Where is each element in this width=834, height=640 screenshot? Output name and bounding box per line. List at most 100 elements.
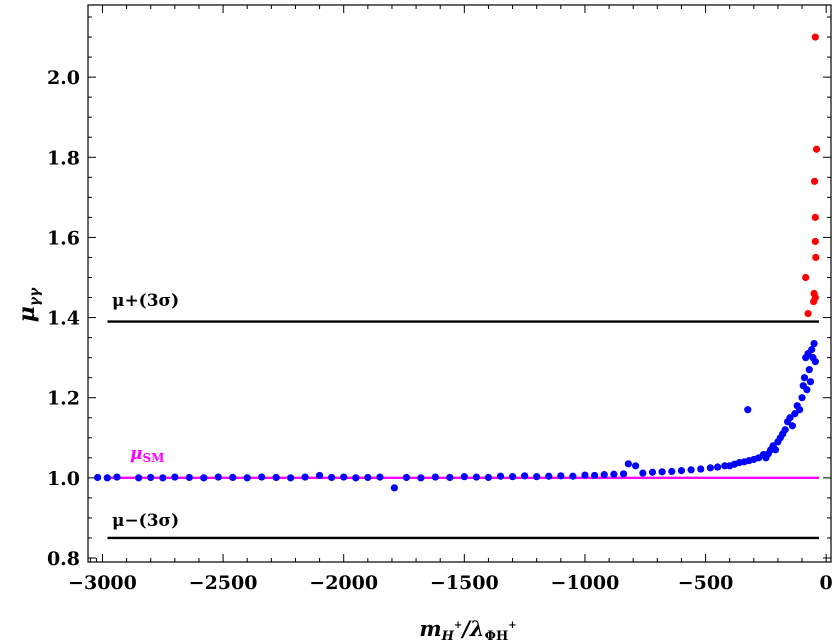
blue-data-point (390, 484, 398, 492)
ref-label-upper: μ+(3σ) (112, 291, 179, 311)
blue-data-point (619, 470, 628, 478)
blue-data-point (200, 474, 208, 482)
red-data-point (812, 253, 820, 262)
blue-data-point (243, 474, 251, 482)
y-tick-label: 1.8 (47, 147, 80, 169)
blue-data-point (135, 474, 143, 482)
blue-data-point (581, 471, 589, 479)
blue-data-point (113, 473, 121, 481)
blue-data-point (714, 463, 722, 471)
blue-data-point (806, 378, 815, 386)
blue-data-point (315, 471, 324, 480)
blue-data-point (94, 473, 102, 482)
reference-lines (107, 320, 819, 540)
blue-data-point (272, 473, 280, 482)
blue-data-point (791, 410, 799, 418)
blue-data-point (706, 464, 714, 472)
red-data-point (804, 309, 812, 318)
blue-data-point (796, 406, 804, 414)
blue-data-point (788, 422, 797, 430)
red-data-point (810, 177, 819, 185)
blue-data-point (800, 374, 809, 382)
y-tick-label: 1.0 (47, 468, 80, 490)
x-tick-label: −1500 (430, 572, 499, 594)
blue-data-point (697, 465, 705, 473)
x-tick-label: −2500 (189, 572, 258, 594)
blue-data-point (557, 472, 565, 480)
blue-data-point (171, 473, 179, 481)
blue-data-point (658, 468, 666, 476)
blue-data-point (287, 474, 295, 482)
blue-data-point (545, 472, 553, 480)
blue-data-point (229, 473, 237, 482)
y-tick-label: 1.2 (47, 388, 80, 410)
blue-data-point (258, 473, 266, 481)
y-tick-label: 2.0 (47, 67, 80, 89)
blue-data-point (771, 446, 780, 454)
x-tick-label: −3000 (68, 572, 137, 594)
blue-data-point (781, 426, 789, 434)
blue-data-point (103, 474, 111, 482)
y-tick-label: 0.8 (47, 548, 80, 570)
blue-data-point (533, 473, 541, 481)
red-data-point (810, 297, 818, 306)
data-points (94, 33, 821, 492)
blue-data-point (632, 462, 640, 470)
blue-data-point (521, 472, 529, 480)
blue-data-point (446, 473, 454, 482)
plot-frame (87, 4, 832, 563)
ref-label-lower: μ−(3σ) (112, 511, 179, 531)
blue-data-point (417, 474, 425, 482)
blue-data-point (460, 473, 468, 481)
blue-data-point (811, 358, 819, 366)
blue-data-point (496, 472, 505, 480)
blue-data-point (364, 473, 372, 482)
blue-data-point (328, 473, 336, 482)
blue-data-point (340, 473, 348, 481)
y-tick-label: 1.6 (47, 227, 80, 249)
red-data-point (811, 237, 819, 246)
blue-data-point (590, 471, 599, 480)
blue-data-point (677, 467, 686, 475)
blue-data-point (484, 473, 493, 482)
blue-data-point (648, 468, 657, 476)
blue-data-point (803, 386, 811, 394)
x-tick-label: −2000 (309, 572, 378, 594)
blue-data-point (472, 473, 480, 481)
axis-ticks: −3000 −2500 −2000 −1500 −1000 −500 0 0.8 1.0 1.2 1… (47, 5, 833, 594)
blue-data-point (600, 471, 608, 479)
blue-data-point (508, 473, 517, 481)
y-tick-label: 1.4 (47, 308, 80, 330)
blue-data-point (185, 473, 193, 482)
blue-data-point (639, 469, 647, 477)
blue-data-point (214, 473, 222, 481)
blue-data-point (610, 470, 618, 478)
blue-data-point (159, 474, 167, 482)
blue-data-point (376, 473, 384, 481)
blue-data-point (402, 473, 411, 482)
blue-data-point (668, 467, 676, 476)
blue-data-point (805, 366, 813, 374)
red-data-point (811, 213, 819, 221)
y-axis-title: μγγ (14, 287, 43, 322)
x-tick-label: −1000 (551, 572, 620, 594)
blue-data-point (352, 474, 360, 482)
red-data-point (802, 273, 810, 282)
blue-data-point (687, 466, 695, 474)
blue-data-point (301, 473, 309, 481)
blue-data-point (147, 473, 155, 482)
x-axis-title: mH+/λΦH+ (419, 616, 516, 640)
blue-data-point (808, 346, 816, 354)
red-data-point (811, 33, 819, 41)
x-tick-label: −500 (678, 572, 734, 594)
blue-data-point (810, 340, 818, 348)
blue-data-point (624, 460, 632, 468)
x-tick-label: 0 (820, 572, 833, 594)
red-data-point (812, 145, 821, 153)
ref-label-sm: μSM (130, 444, 164, 465)
blue-data-point (431, 473, 439, 481)
blue-data-point (786, 414, 794, 422)
blue-data-point (798, 394, 806, 402)
blue-data-point (569, 472, 577, 480)
